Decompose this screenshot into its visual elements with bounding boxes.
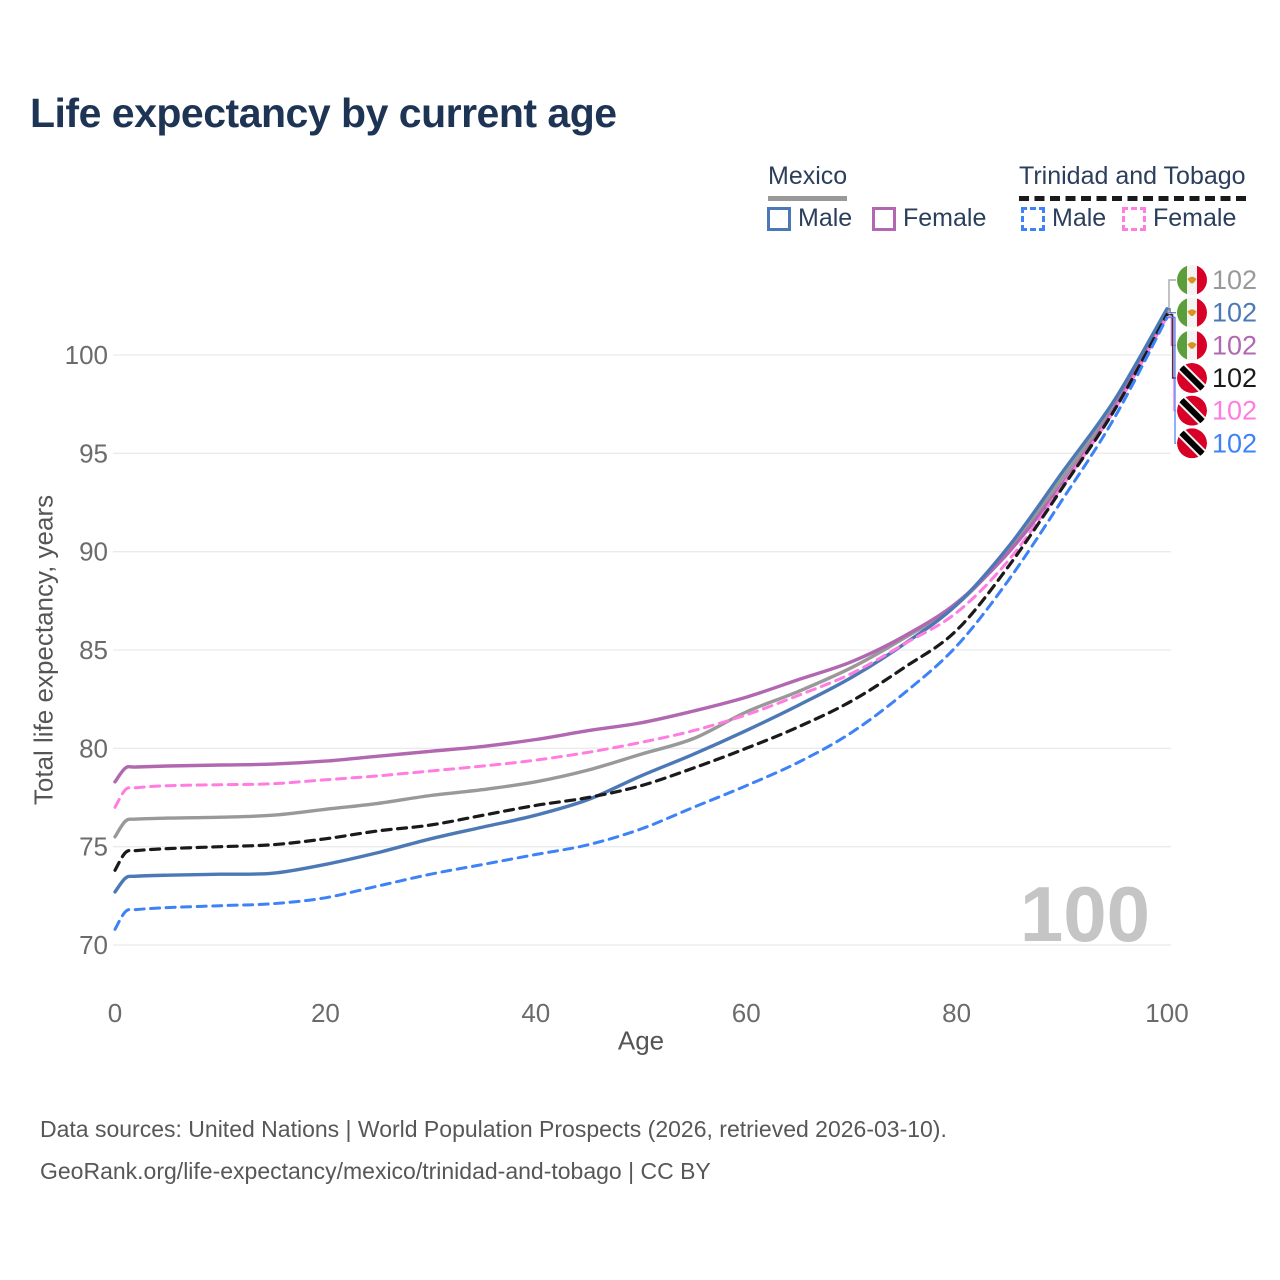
- mexico-flag-icon: [1177, 297, 1207, 328]
- trinidad-flag-icon: [1177, 362, 1207, 393]
- y-tick-85: 85: [79, 635, 108, 665]
- end-label-leader: [1167, 308, 1176, 314]
- end-value-label-trinidad-and-tobago-both-sexes: 102: [1212, 363, 1257, 393]
- legend-item-mexico-female[interactable]: Female: [872, 204, 986, 233]
- y-tick-95: 95: [79, 438, 108, 468]
- legend: Mexico Trinidad and Tobago Male Female M…: [0, 160, 1280, 250]
- end-value-label-mexico-female: 102: [1212, 330, 1257, 360]
- attribution-line: GeoRank.org/life-expectancy/mexico/trini…: [40, 1158, 711, 1184]
- footer: Data sources: United Nations | World Pop…: [40, 1108, 947, 1192]
- end-value-label-trinidad-and-tobago-female: 102: [1212, 396, 1257, 426]
- series-line-trinidad-and-tobago-both-sexes: [113, 313, 1169, 872]
- page-title: Life expectancy by current age: [30, 90, 617, 136]
- end-label-leader: [1167, 279, 1176, 312]
- y-tick-90: 90: [79, 537, 108, 567]
- trinidad-male-swatch-icon: [1021, 206, 1045, 231]
- legend-item-label: Male: [1052, 204, 1107, 232]
- x-tick-80: 80: [942, 998, 971, 1028]
- legend-group-mexico: Mexico: [768, 162, 848, 201]
- trinidad-female-swatch-icon: [1122, 206, 1146, 231]
- series-line-trinidad-and-tobago-male: [113, 316, 1169, 931]
- legend-item-trinidad-female[interactable]: Female: [1122, 204, 1236, 233]
- y-axis-title: Total life expectancy, years: [28, 494, 59, 806]
- end-value-label-trinidad-and-tobago-male: 102: [1212, 428, 1257, 458]
- x-tick-40: 40: [521, 998, 550, 1028]
- age-watermark: 100: [1020, 870, 1150, 958]
- y-tick-80: 80: [79, 733, 108, 763]
- trinidad-flag-icon: [1177, 395, 1207, 426]
- mexico-male-swatch-icon: [767, 206, 791, 231]
- legend-item-label: Male: [798, 204, 853, 232]
- y-tick-100: 100: [65, 340, 108, 370]
- end-value-label-mexico-both-sexes: 102: [1212, 265, 1257, 295]
- y-tick-70: 70: [79, 930, 108, 960]
- mexico-flag-icon: [1177, 265, 1207, 295]
- end-label-leader: [1167, 316, 1176, 444]
- y-tick-75: 75: [79, 832, 108, 862]
- series-line-trinidad-and-tobago-female: [113, 315, 1169, 809]
- mexico-flag-icon: [1177, 330, 1207, 361]
- x-tick-100: 100: [1145, 998, 1188, 1028]
- series-line-mexico-female: [113, 311, 1169, 784]
- series-line-mexico-both-sexes: [113, 309, 1169, 839]
- end-value-label-mexico-male: 102: [1212, 298, 1257, 328]
- mexico-female-swatch-icon: [872, 206, 896, 231]
- data-sources-line: Data sources: United Nations | World Pop…: [40, 1116, 947, 1142]
- trinidad-flag-icon: [1177, 428, 1207, 459]
- x-tick-0: 0: [108, 998, 122, 1028]
- x-tick-20: 20: [311, 998, 340, 1028]
- legend-item-mexico-male[interactable]: Male: [767, 204, 852, 233]
- legend-item-label: Female: [1153, 204, 1237, 232]
- legend-item-trinidad-male[interactable]: Male: [1021, 204, 1106, 233]
- x-tick-60: 60: [732, 998, 761, 1028]
- series-line-mexico-male: [113, 307, 1169, 894]
- legend-item-label: Female: [903, 204, 987, 232]
- legend-group-trinidad: Trinidad and Tobago: [1019, 162, 1246, 201]
- x-axis-title: Age: [617, 1025, 665, 1056]
